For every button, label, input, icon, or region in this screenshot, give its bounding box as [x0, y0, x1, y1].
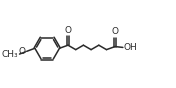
Text: CH₃: CH₃: [2, 50, 18, 59]
Text: O: O: [112, 27, 118, 37]
Text: O: O: [65, 26, 71, 35]
Text: OH: OH: [124, 43, 137, 52]
Text: O: O: [19, 47, 26, 56]
